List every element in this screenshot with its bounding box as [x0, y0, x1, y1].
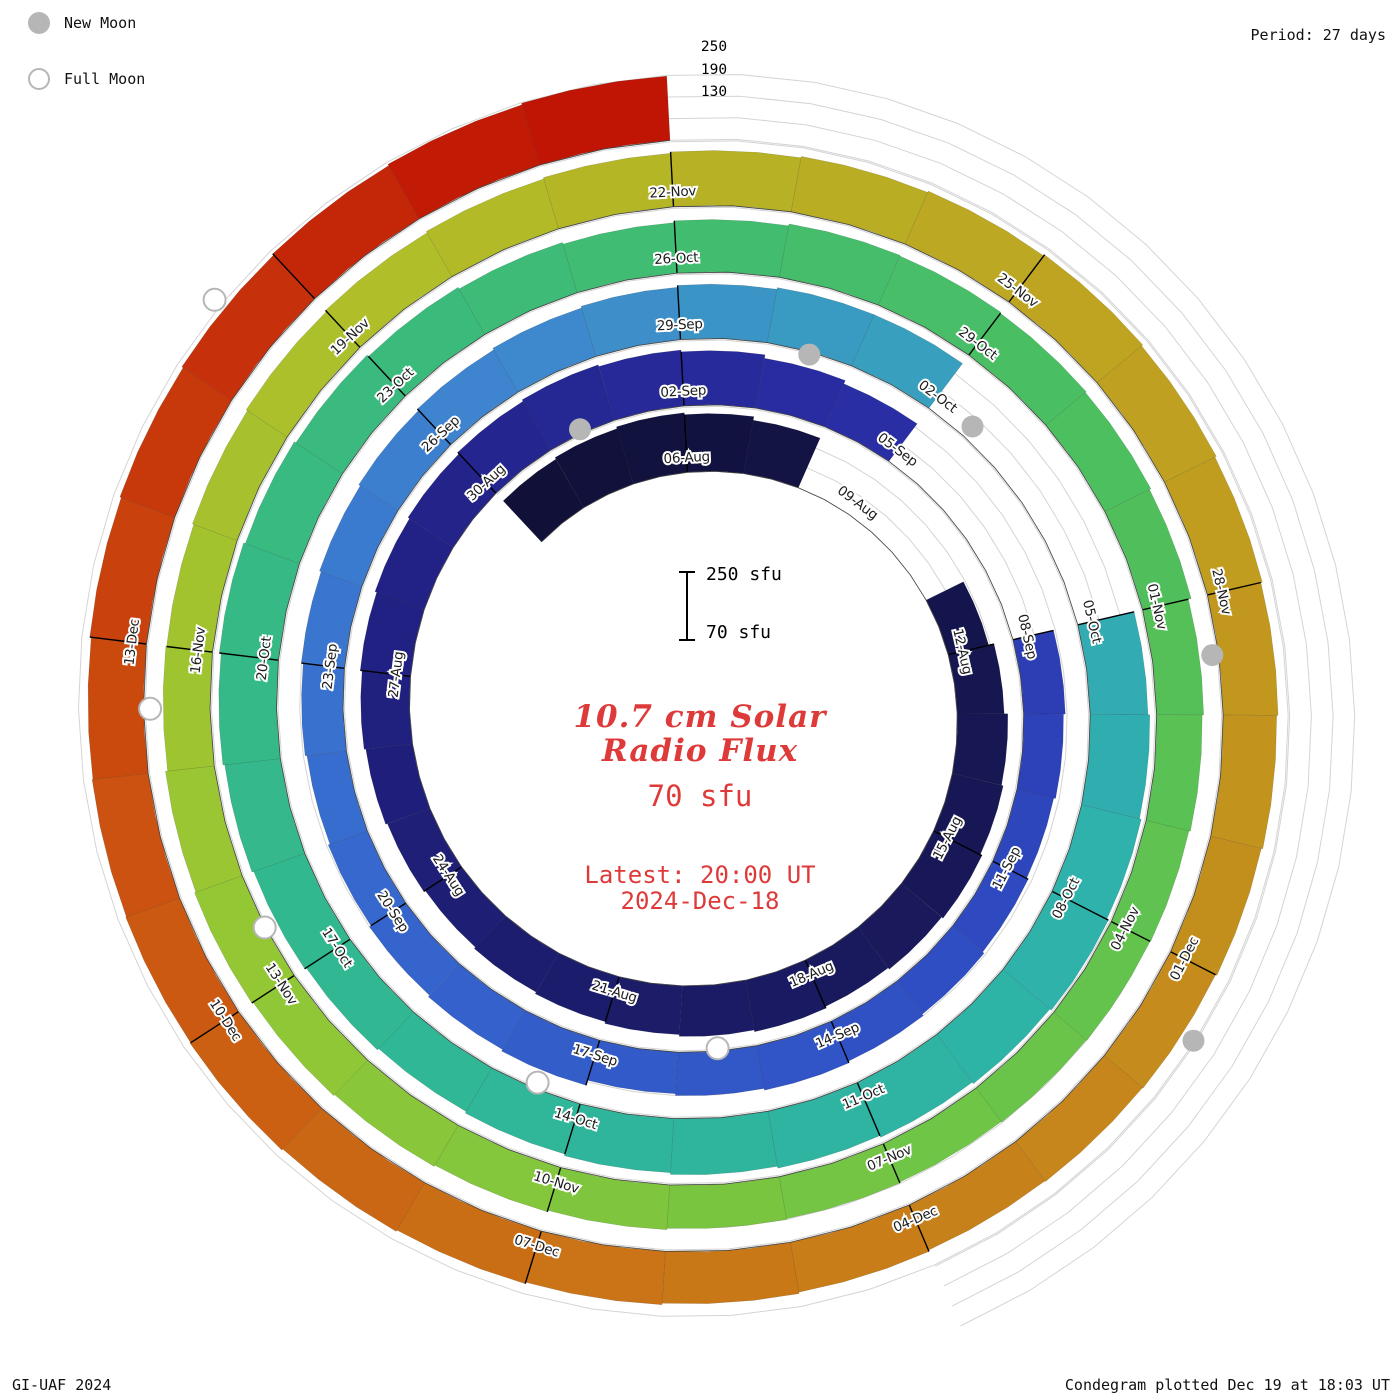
moon-markers [138, 287, 1224, 1095]
full-moon-icon [28, 68, 50, 90]
date-label: 27-Aug [386, 651, 408, 699]
date-label: 26-Oct [654, 250, 699, 268]
scale-top-label: 250 sfu [706, 564, 782, 585]
full-moon-marker [705, 1036, 730, 1061]
full-moon-marker [252, 915, 277, 940]
radial-scale-130: 130 [700, 84, 728, 100]
full-moon-marker [202, 287, 227, 312]
date-label: 09-Aug [834, 483, 881, 524]
scale-bottom-label: 70 sfu [706, 622, 772, 643]
latest-time-label: Latest: 20:00 UT [584, 861, 816, 889]
chart-title-line1: 10.7 cm Solar [573, 699, 827, 735]
full-moon-label: Full Moon [64, 70, 146, 88]
baseline-spiral [143, 139, 1224, 1252]
date-label: 29-Sep [656, 316, 702, 334]
latest-date-label: 2024-Dec-18 [620, 887, 780, 915]
full-moon-marker [525, 1070, 550, 1095]
new-moon-marker [1182, 1029, 1205, 1052]
date-label: 22-Nov [649, 183, 697, 201]
radial-scale-250: 250 [700, 39, 728, 55]
full-moon-marker [138, 696, 163, 721]
date-label: 02-Sep [660, 382, 706, 400]
new-moon-icon [28, 12, 50, 34]
current-flux-value: 70 sfu [647, 779, 753, 813]
legend-full-moon: Full Moon [28, 68, 145, 90]
legend-new-moon: New Moon [28, 12, 136, 34]
new-moon-marker [798, 343, 821, 366]
chart-title-line2: Radio Flux [601, 733, 799, 769]
three-day-dividers [89, 151, 1262, 1284]
flux-scale-bracket [679, 571, 695, 641]
new-moon-marker [1201, 644, 1224, 667]
new-moon-label: New Moon [64, 14, 137, 32]
flux-bars [87, 75, 1279, 1305]
radial-scale-190: 190 [700, 61, 728, 78]
new-moon-marker [569, 418, 591, 441]
radial-scale-labels: 250 190 130 [688, 36, 740, 104]
new-moon-marker [961, 415, 984, 438]
period-label: Period: 27 days [1250, 26, 1386, 44]
credit-label: GI-UAF 2024 [12, 1376, 112, 1394]
plotted-label: Condegram plotted Dec 19 at 18:03 UT [1064, 1376, 1390, 1394]
date-label: 06-Aug [663, 449, 710, 467]
